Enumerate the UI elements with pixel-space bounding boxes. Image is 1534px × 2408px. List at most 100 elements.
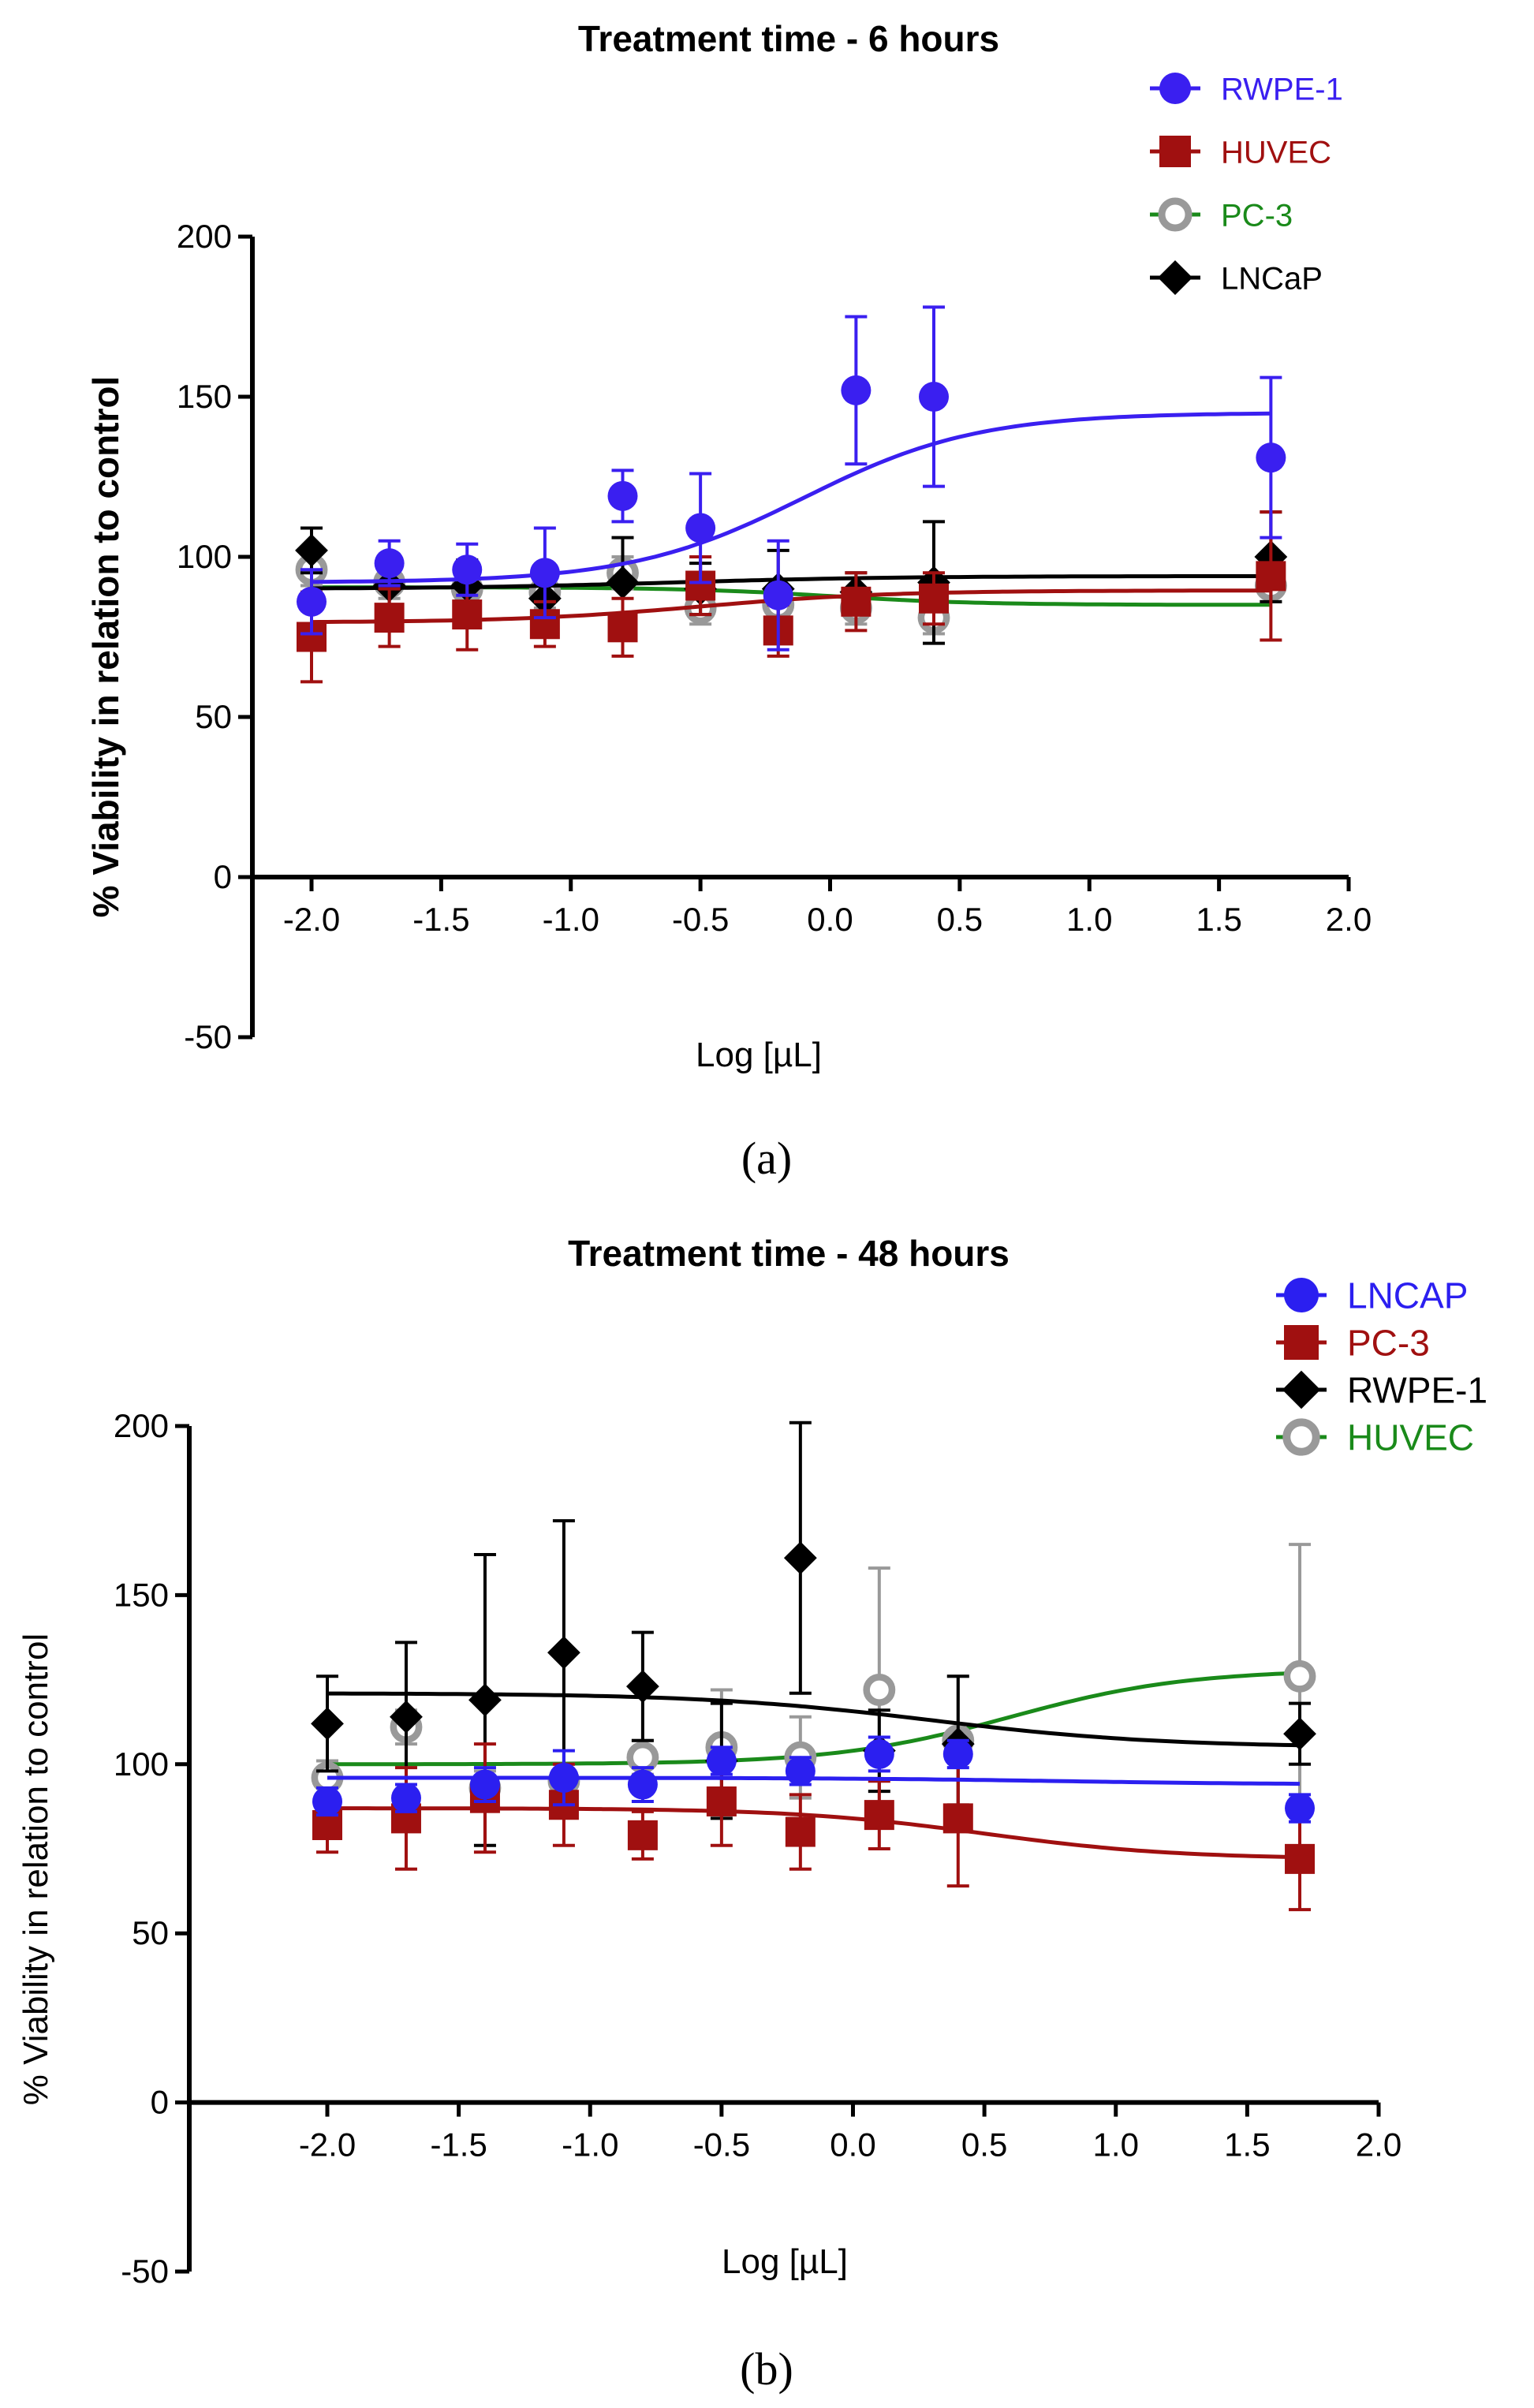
data-point bbox=[919, 382, 949, 412]
legend-label: PC-3 bbox=[1221, 198, 1293, 233]
y-tick-label: 0 bbox=[151, 2084, 169, 2121]
data-point bbox=[942, 1803, 973, 1834]
data-point bbox=[529, 558, 560, 588]
data-point bbox=[1285, 1843, 1316, 1874]
data-point bbox=[452, 599, 483, 630]
legend-marker bbox=[1159, 73, 1191, 104]
x-tick-label: 2.0 bbox=[1356, 2126, 1402, 2163]
x-axis-label: Log [µL] bbox=[722, 2242, 848, 2281]
legend-entry: RWPE-1 bbox=[1150, 72, 1343, 106]
panel-label: (a) bbox=[741, 1133, 792, 1184]
x-tick-label: -1.0 bbox=[562, 2126, 618, 2163]
x-tick-label: 0.0 bbox=[807, 901, 853, 938]
legend-label: HUVEC bbox=[1221, 135, 1331, 170]
data-point bbox=[785, 1816, 816, 1847]
legend-entry: LNCAP bbox=[1276, 1275, 1468, 1316]
data-point bbox=[452, 554, 483, 585]
legend-entry: HUVEC bbox=[1276, 1417, 1474, 1458]
axes: -50 0 50 100 150 200 -2.0 -1.5 -1.0 -0.5 0.0 0.5 1.0… bbox=[114, 1407, 1402, 2290]
data-point bbox=[706, 1786, 737, 1816]
data-point bbox=[607, 612, 638, 643]
x-tick-label: -2.0 bbox=[283, 901, 340, 938]
data-point bbox=[1283, 1659, 1316, 1693]
data-point bbox=[547, 1636, 580, 1670]
legend-entry: HUVEC bbox=[1150, 135, 1331, 170]
legend: LNCAP PC-3 RWPE-1 HUVEC bbox=[1276, 1275, 1487, 1458]
data-point bbox=[1256, 561, 1286, 592]
y-tick-label: 0 bbox=[214, 858, 232, 895]
x-tick-label: -1.0 bbox=[543, 901, 599, 938]
legend-marker bbox=[1282, 1370, 1321, 1409]
data-point bbox=[841, 375, 872, 405]
data-point bbox=[863, 1674, 896, 1706]
legend-entry: LNCaP bbox=[1150, 260, 1323, 296]
data-point bbox=[626, 1670, 659, 1704]
data-point bbox=[548, 1762, 579, 1793]
x-tick-label: 2.0 bbox=[1326, 901, 1372, 938]
legend-marker bbox=[1158, 197, 1192, 232]
data-point bbox=[1256, 442, 1286, 473]
panel-a: Treatment time - 6 hours % Viability in … bbox=[85, 18, 1372, 1184]
x-axis-label: Log [µL] bbox=[696, 1036, 822, 1074]
data-point bbox=[468, 1683, 502, 1717]
x-tick-label: -0.5 bbox=[693, 2126, 750, 2163]
x-tick-label: 1.5 bbox=[1224, 2126, 1270, 2163]
y-tick-label: 200 bbox=[177, 218, 232, 255]
legend-label: HUVEC bbox=[1347, 1417, 1474, 1458]
x-tick-label: -1.5 bbox=[412, 901, 469, 938]
data-point bbox=[783, 1541, 817, 1575]
data-point bbox=[864, 1738, 894, 1769]
series-lncap bbox=[312, 1735, 1316, 1824]
data-point bbox=[295, 533, 328, 567]
legend-marker bbox=[1158, 260, 1192, 295]
data-point bbox=[942, 1738, 973, 1769]
plot-area bbox=[311, 1421, 1316, 1912]
data-point bbox=[763, 580, 793, 610]
y-axis-label: % Viability in relation to control bbox=[17, 1633, 55, 2105]
x-tick-label: 0.5 bbox=[937, 901, 983, 938]
legend-marker bbox=[1282, 1418, 1320, 1456]
plot-area bbox=[295, 305, 1288, 684]
data-point bbox=[1285, 1793, 1316, 1824]
x-tick-label: 0.0 bbox=[830, 2126, 875, 2163]
legend-label: PC-3 bbox=[1347, 1323, 1430, 1364]
legend-label: RWPE-1 bbox=[1221, 72, 1343, 106]
data-point bbox=[297, 586, 327, 617]
y-axis-label: % Viability in relation to control bbox=[85, 376, 126, 918]
x-tick-label: 0.5 bbox=[961, 2126, 1007, 2163]
data-point bbox=[606, 566, 640, 599]
legend-marker bbox=[1284, 1278, 1319, 1312]
legend-label: LNCaP bbox=[1221, 261, 1323, 296]
x-tick-label: 1.0 bbox=[1066, 901, 1112, 938]
x-tick-label: -2.0 bbox=[299, 2126, 356, 2163]
x-tick-label: -1.5 bbox=[430, 2126, 487, 2163]
legend-marker bbox=[1159, 136, 1191, 167]
y-tick-label: 200 bbox=[114, 1407, 169, 1444]
y-tick-label: 150 bbox=[177, 378, 232, 415]
data-point bbox=[685, 513, 716, 543]
data-point bbox=[607, 480, 638, 511]
legend-marker bbox=[1284, 1325, 1319, 1360]
data-point bbox=[841, 586, 872, 617]
legend-label: LNCAP bbox=[1347, 1275, 1468, 1316]
data-point bbox=[374, 603, 405, 633]
y-tick-label: 50 bbox=[132, 1914, 169, 1951]
data-point bbox=[311, 1707, 344, 1741]
x-tick-label: -0.5 bbox=[672, 901, 729, 938]
data-point bbox=[706, 1745, 737, 1776]
legend-label: RWPE-1 bbox=[1347, 1370, 1487, 1411]
x-tick-label: 1.0 bbox=[1093, 2126, 1139, 2163]
legend-entry: PC-3 bbox=[1150, 197, 1293, 233]
panel-label: (b) bbox=[740, 2343, 793, 2395]
y-tick-label: 150 bbox=[114, 1576, 169, 1613]
data-point bbox=[864, 1800, 894, 1831]
x-tick-label: 1.5 bbox=[1196, 901, 1241, 938]
data-point bbox=[374, 548, 405, 579]
data-point bbox=[390, 1700, 423, 1734]
y-tick-label: 100 bbox=[114, 1745, 169, 1783]
legend-entry: PC-3 bbox=[1276, 1323, 1430, 1364]
data-point bbox=[312, 1786, 342, 1816]
y-tick-label: 100 bbox=[177, 538, 232, 575]
data-point bbox=[919, 583, 949, 614]
